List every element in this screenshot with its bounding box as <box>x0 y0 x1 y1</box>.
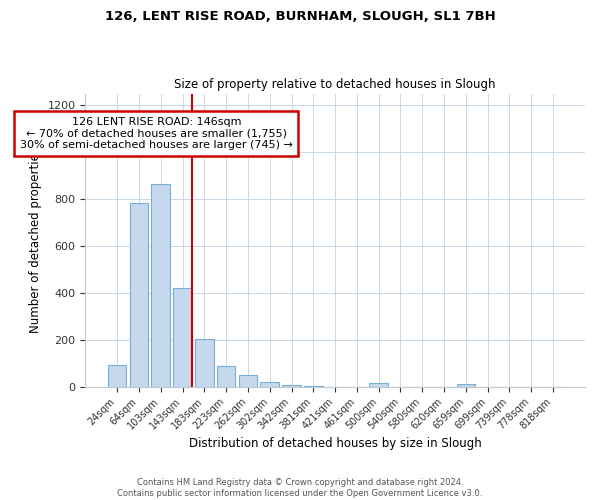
Bar <box>370 384 388 387</box>
Bar <box>108 364 127 387</box>
Bar <box>457 384 475 387</box>
Bar <box>130 203 148 387</box>
Bar <box>239 374 257 387</box>
Text: Contains HM Land Registry data © Crown copyright and database right 2024.
Contai: Contains HM Land Registry data © Crown c… <box>118 478 482 498</box>
X-axis label: Distribution of detached houses by size in Slough: Distribution of detached houses by size … <box>189 437 481 450</box>
Bar <box>260 382 279 387</box>
Text: 126, LENT RISE ROAD, BURNHAM, SLOUGH, SL1 7BH: 126, LENT RISE ROAD, BURNHAM, SLOUGH, SL… <box>104 10 496 23</box>
Bar <box>304 386 323 387</box>
Text: 126 LENT RISE ROAD: 146sqm
← 70% of detached houses are smaller (1,755)
30% of s: 126 LENT RISE ROAD: 146sqm ← 70% of deta… <box>20 117 293 150</box>
Bar <box>151 184 170 387</box>
Title: Size of property relative to detached houses in Slough: Size of property relative to detached ho… <box>175 78 496 91</box>
Bar <box>173 288 192 387</box>
Bar <box>217 366 235 387</box>
Bar <box>195 338 214 387</box>
Bar <box>282 385 301 387</box>
Y-axis label: Number of detached properties: Number of detached properties <box>29 147 42 333</box>
